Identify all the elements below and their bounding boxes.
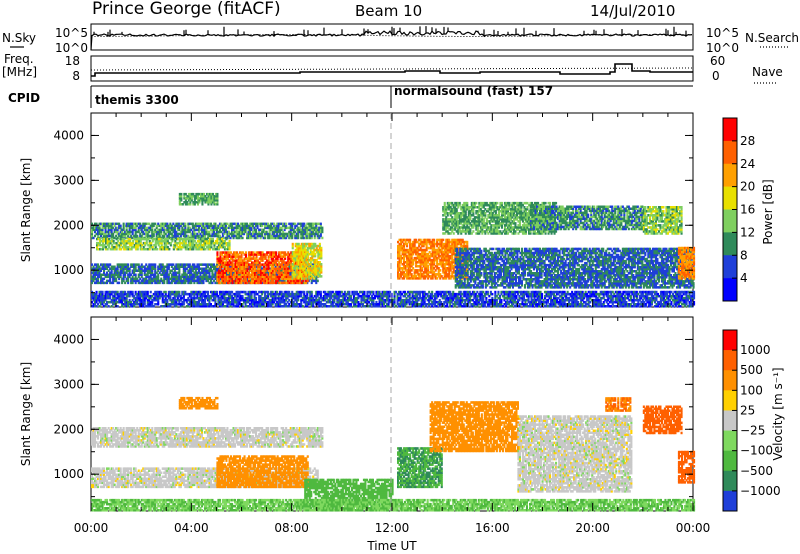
nave-tick-top: 60: [710, 54, 725, 68]
beam-title: Beam 10: [355, 2, 422, 20]
sky-left-tick-top: 10^5: [55, 26, 88, 40]
power-cell: [292, 243, 294, 246]
power-cell: [433, 239, 435, 242]
sky-left-label: N.Sky: [2, 31, 36, 45]
power-cell: [154, 263, 156, 266]
sky-left-tick-bottom: 10^0: [55, 41, 88, 55]
sky-noise-panel: N.Sky 10^5 10^0 10^5 10^0 N.Search: [2, 24, 799, 55]
frequency-panel: Freq. [MHz] 18 8 60 0 Nave: [2, 52, 783, 83]
power-cell: [453, 232, 455, 235]
power-cell: [225, 238, 227, 241]
power-cell: [466, 241, 468, 244]
power-cell: [439, 269, 441, 272]
power-cell: [320, 275, 322, 278]
power-cell: [216, 251, 218, 254]
sky-right-tick-top: 10^5: [706, 26, 739, 40]
date-title: 14/Jul/2010: [590, 2, 675, 20]
power-cell: [229, 240, 231, 243]
power-cell: [320, 223, 322, 226]
nave-label: Nave: [752, 65, 783, 79]
freq-label-line2: [MHz]: [2, 65, 37, 79]
power-cell: [135, 274, 137, 277]
power-cell: [120, 225, 122, 228]
power-cell: [168, 248, 170, 251]
cpid-panel: CPID themis 3300 normalsound (fast) 157: [8, 84, 693, 108]
nave-tick-bottom: 0: [712, 69, 720, 83]
power-cell: [285, 223, 287, 226]
freq-tick-bottom: 8: [72, 69, 80, 83]
freq-panel-frame: [91, 56, 693, 81]
power-cell: [475, 202, 477, 205]
power-cell: [501, 202, 503, 205]
power-cell: [409, 239, 411, 242]
power-cell: [444, 202, 446, 205]
cpid-segment-2: normalsound (fast) 157: [394, 84, 553, 98]
power-region: [292, 243, 323, 280]
power-cell: [319, 243, 321, 246]
power-cell: [317, 280, 319, 283]
power-cell: [275, 251, 277, 254]
power-cell: [156, 248, 158, 251]
power-cell: [184, 223, 186, 226]
sky-right-tick-bottom: 10^0: [706, 41, 739, 55]
power-cell: [459, 202, 461, 205]
power-cell: [321, 237, 323, 240]
power-cell: [320, 247, 322, 250]
freq-tick-top: 18: [65, 54, 80, 68]
cpid-label: CPID: [8, 91, 40, 105]
power-cell: [180, 193, 182, 196]
freq-label-line1: Freq.: [4, 52, 34, 66]
power-cell: [129, 238, 131, 241]
power-cell: [127, 263, 129, 266]
power-cell: [321, 227, 323, 230]
power-cell: [472, 230, 474, 233]
power-cell: [216, 193, 218, 196]
radar-summary-plot: Prince George (fitACF) Beam 10 14/Jul/20…: [0, 0, 800, 554]
cpid-segment-1: themis 3300: [95, 93, 179, 107]
power-cell: [496, 202, 498, 205]
nave-line: [91, 68, 693, 70]
power-region: [91, 223, 323, 240]
power-cell: [167, 238, 169, 241]
power-cell: [245, 251, 247, 254]
power-cell: [466, 202, 468, 205]
station-title: Prince George (fitACF): [92, 0, 281, 19]
power-cell: [320, 263, 322, 266]
power-cell: [242, 237, 244, 240]
power-cell: [118, 282, 120, 285]
power-cell: [212, 238, 214, 241]
sky-noise-line: [91, 26, 692, 50]
sky-right-label: N.Search: [745, 31, 799, 45]
power-cell: [442, 239, 444, 242]
